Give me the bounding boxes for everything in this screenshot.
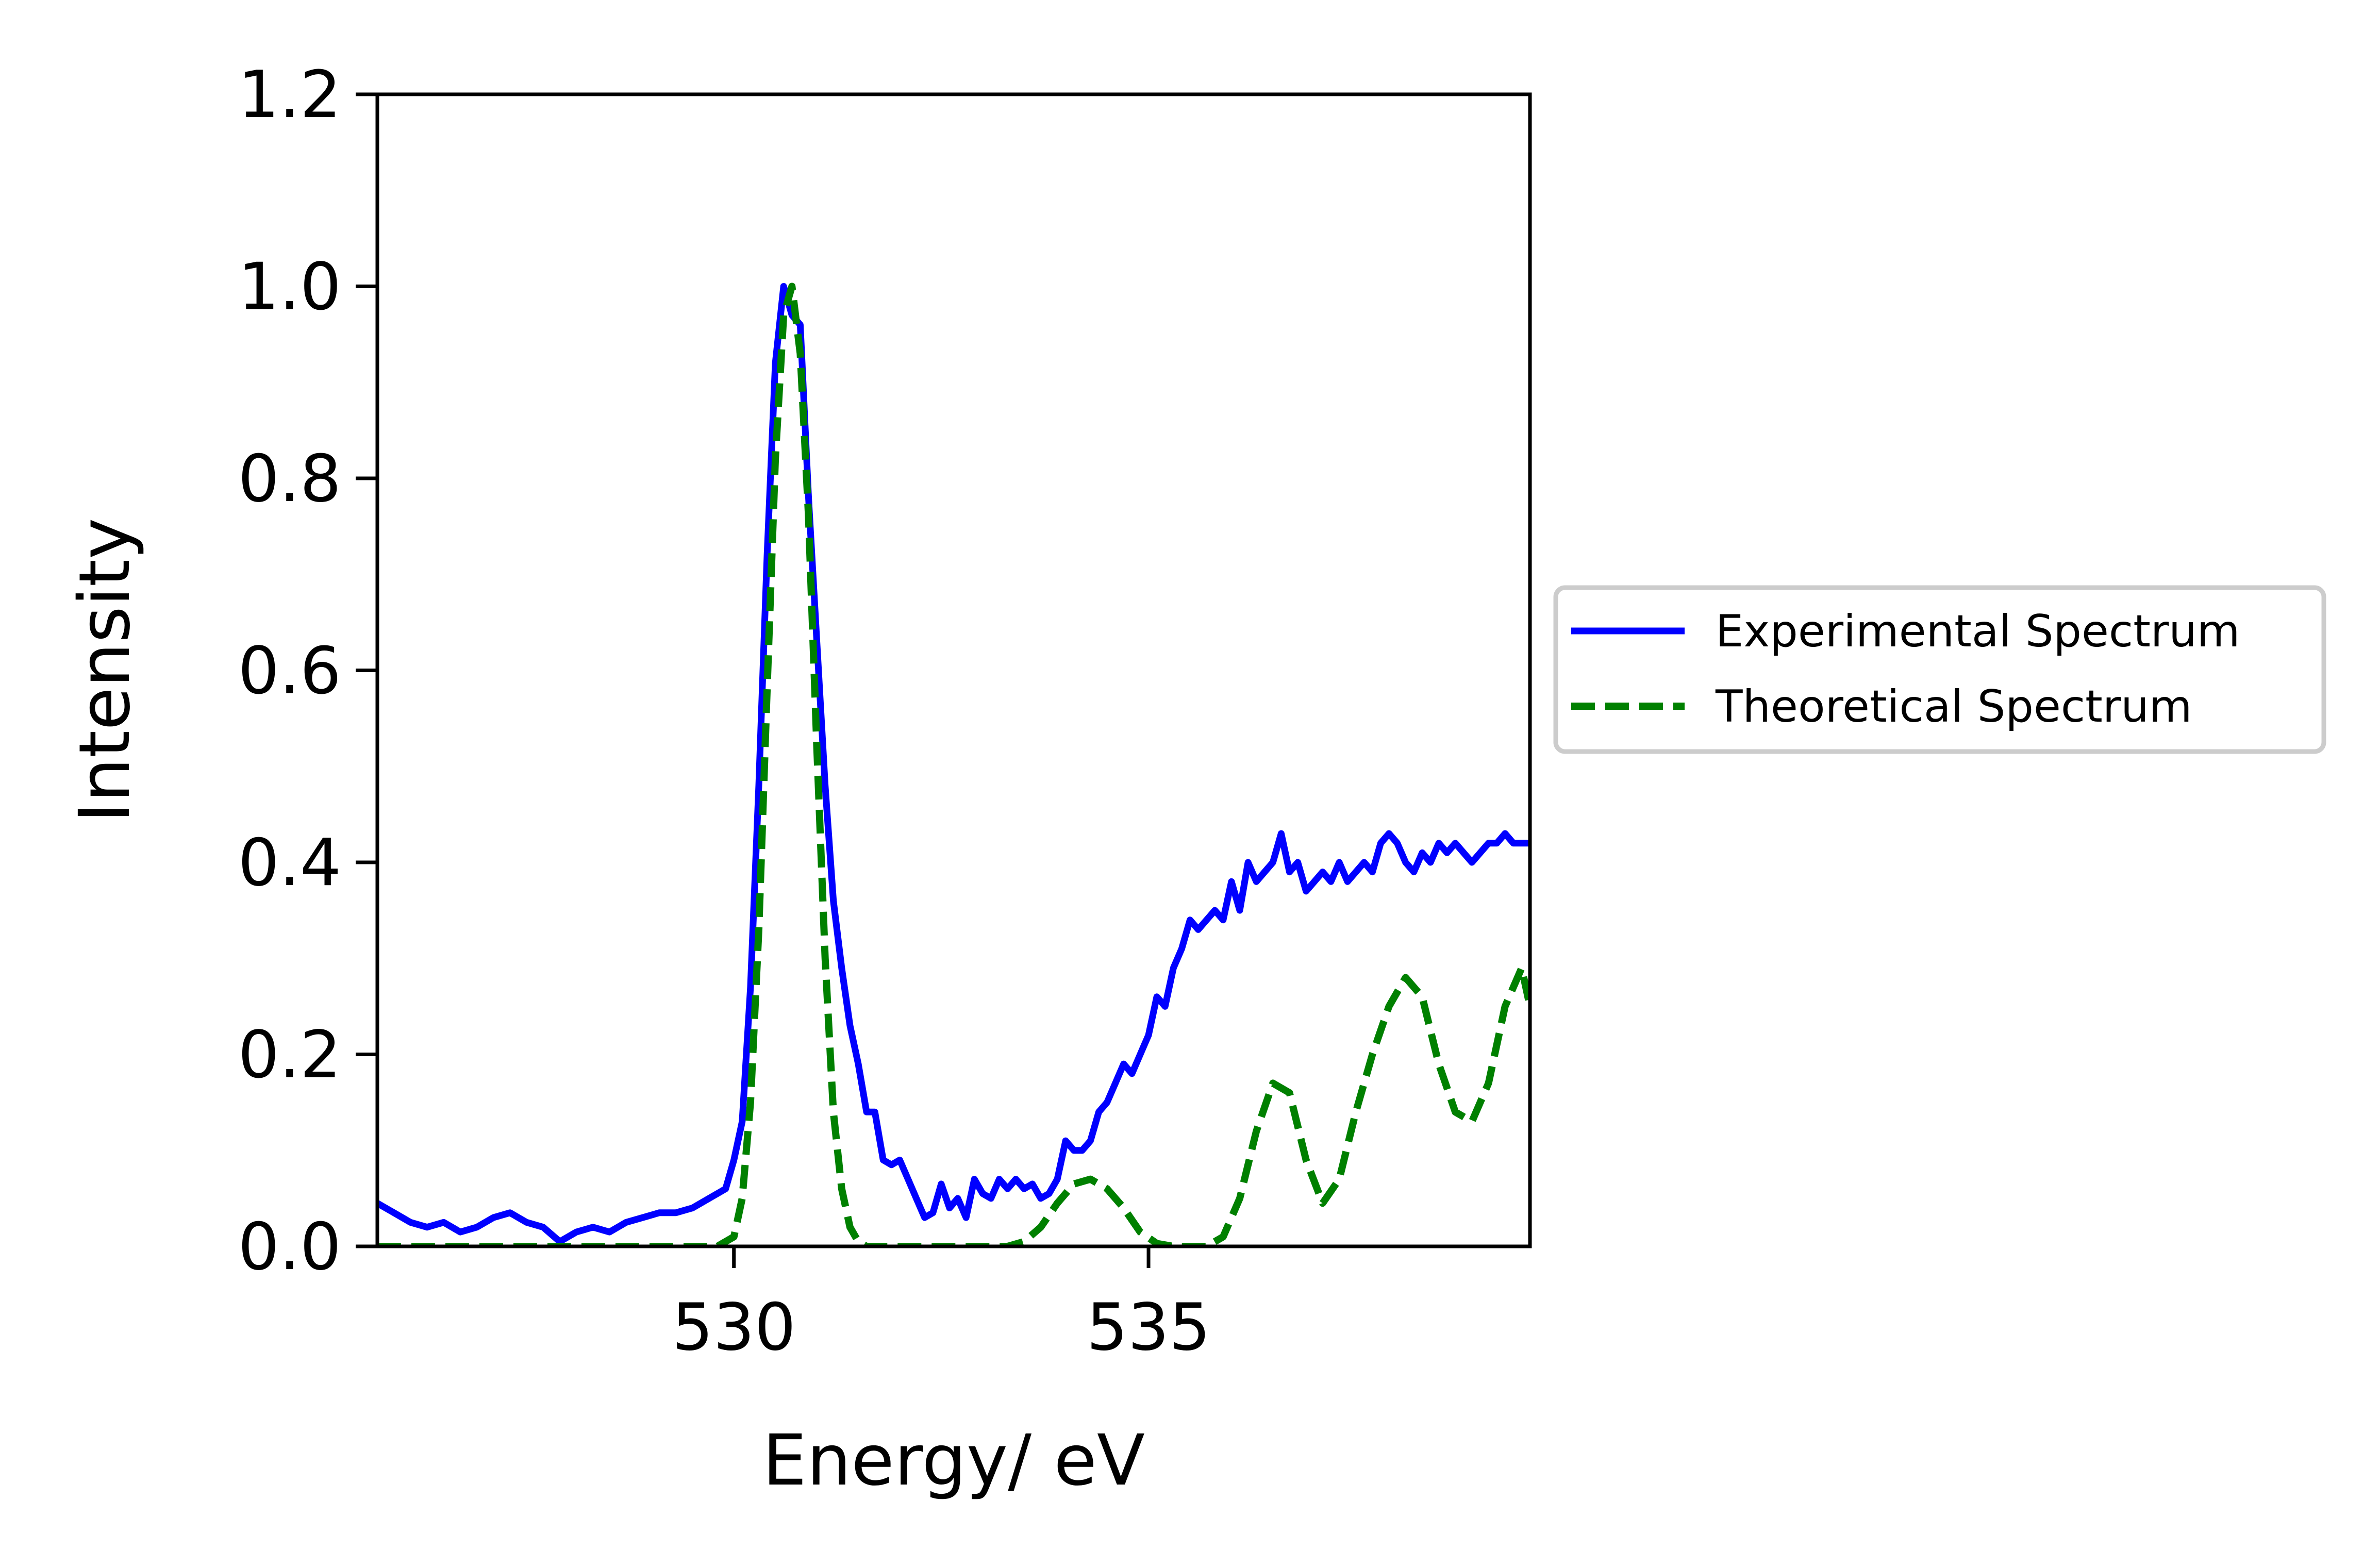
x-tick-label: 535: [1087, 1289, 1211, 1365]
legend-label: Experimental Spectrum: [1716, 606, 2240, 657]
y-tick-label: 1.2: [238, 57, 341, 132]
y-axis-label: Intensity: [64, 518, 146, 823]
y-tick-label: 0.8: [238, 441, 341, 516]
theoretical-spectrum-line: [377, 282, 1530, 1246]
y-tick-label: 0.0: [238, 1209, 341, 1285]
y-tick-label: 0.4: [238, 825, 341, 901]
series-layer: [377, 282, 1530, 1246]
plot-frame: [375, 92, 1532, 1248]
legend-label: Theoretical Spectrum: [1715, 681, 2192, 732]
legend: Experimental Spectrum Theoretical Spectru…: [1553, 585, 2326, 754]
x-axis-ticks: 530 535: [672, 1246, 1210, 1365]
y-tick-label: 1.0: [238, 249, 341, 325]
y-axis-ticks: 0.0 0.2 0.4 0.6 0.8 1.0 1.2: [238, 57, 377, 1285]
y-tick-label: 0.6: [238, 633, 341, 709]
x-tick-label: 530: [672, 1289, 796, 1365]
legend-box: [1553, 585, 2326, 754]
x-axis-label: Energy/ eV: [762, 1420, 1145, 1502]
y-tick-label: 0.2: [238, 1017, 341, 1093]
experimental-spectrum-line: [377, 283, 1530, 1245]
